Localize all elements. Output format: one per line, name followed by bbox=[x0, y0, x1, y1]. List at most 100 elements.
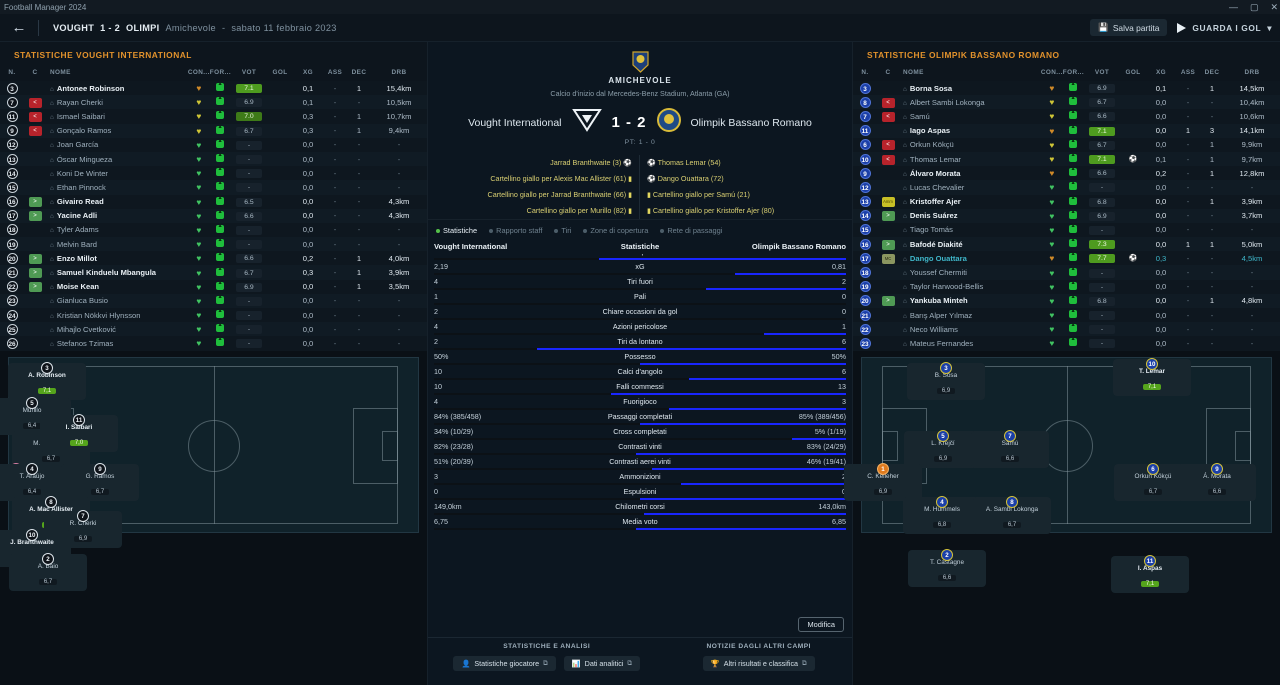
player-name-cell[interactable]: ⌂ Enzo Millot bbox=[50, 253, 97, 263]
match-event[interactable]: ▮ Cartellino giallo per Kristoffer Ajer … bbox=[647, 203, 852, 219]
player-name-cell[interactable]: ⌂ Dango Ouattara bbox=[903, 253, 967, 263]
right-formation-pitch[interactable]: 3 B. Sosa 6,9 10 T. Lemar 7,1 5 L. Krejčí 6,9 7 Sa… bbox=[844, 356, 1272, 593]
table-row[interactable]: 21> ⌂Samuel Kinduelu Mbangula ♥ 6.7 0,3 - 1 3,9… bbox=[0, 265, 427, 280]
watch-goals-button[interactable]: GUARDA I GOL ▾ bbox=[1177, 22, 1272, 33]
col-ass[interactable]: ASS bbox=[323, 66, 347, 81]
pitch-player[interactable]: 9 Á. Morata 6,6 bbox=[1178, 462, 1256, 501]
player-name-cell[interactable]: ⌂ Youssef Chermiti bbox=[903, 268, 967, 278]
player-name-cell[interactable]: ⌂ Lucas Chevalier bbox=[903, 182, 965, 192]
pitch-player[interactable]: 9 G. Ramos 6,7 bbox=[61, 462, 139, 501]
col-dec[interactable]: DEC bbox=[347, 66, 371, 81]
player-name-cell[interactable]: ⌂ Moise Kean bbox=[50, 282, 100, 292]
back-button[interactable]: ← bbox=[11, 19, 27, 36]
pitch-player[interactable]: 11 I. Aspas 7,1 bbox=[1111, 554, 1189, 593]
match-event[interactable]: Cartellino giallo per Alexis Mac Alliste… bbox=[428, 171, 632, 187]
other-results-button[interactable]: 🏆 Altri risultati e classifica ⧉ bbox=[702, 656, 815, 671]
event-text[interactable]: Cartellino giallo per Alexis Mac Alliste… bbox=[490, 174, 627, 183]
player-stats-button[interactable]: 👤 Statistiche giocatore ⧉ bbox=[453, 656, 556, 671]
player-name-cell[interactable]: ⌂ Joan García bbox=[50, 140, 99, 150]
match-event[interactable]: Cartellino giallo per Murillo (82) ▮ bbox=[428, 203, 632, 219]
table-row[interactable]: 14> ⌂Denis Suárez ♥ 6.9 0,0 - - 3,7km bbox=[853, 208, 1280, 223]
event-text[interactable]: Dango Ouattara (72) bbox=[657, 174, 724, 183]
col-num[interactable]: N. bbox=[0, 66, 24, 81]
table-row[interactable]: 20> ⌂Enzo Millot ♥ 6.6 0,2 - 1 4,0km bbox=[0, 251, 427, 266]
window-controls[interactable]: — ▢ ✕ bbox=[1229, 0, 1278, 14]
breadcrumb-home-team[interactable]: VOUGHT bbox=[53, 22, 95, 33]
player-name-cell[interactable]: ⌂ Tiago Tomás bbox=[903, 225, 953, 235]
col-con[interactable]: CON... bbox=[187, 66, 210, 81]
col-drb[interactable]: DRB bbox=[1224, 66, 1280, 81]
event-text[interactable]: Cartellino giallo per Murillo (82) bbox=[526, 206, 627, 215]
player-name-cell[interactable]: ⌂ Antonee Robinson bbox=[50, 83, 125, 93]
player-name-cell[interactable]: ⌂ Taylor Harwood-Bellis bbox=[903, 282, 984, 292]
table-row[interactable]: 9 ⌂Álvaro Morata ♥ 6.6 0,2 - 1 12,8km bbox=[853, 166, 1280, 181]
pitch-player[interactable]: 5 L. Krejčí 6,9 bbox=[904, 429, 982, 468]
player-name-cell[interactable]: ⌂ Ethan Pinnock bbox=[50, 182, 106, 192]
table-row[interactable]: 25 ⌂Mihajlo Cvetković ♥ - 0,0 - - - bbox=[0, 322, 427, 337]
table-row[interactable]: 8< ⌂Albert Sambi Lokonga ♥ 6.7 0,0 - - 10,4km bbox=[853, 95, 1280, 110]
player-name-cell[interactable]: ⌂ Mihajlo Cvetković bbox=[50, 324, 116, 334]
pitch-player[interactable]: 7 Samú 6,6 bbox=[971, 429, 1049, 468]
pitch-player[interactable]: 2 A. Baio 6,7 bbox=[9, 552, 87, 591]
table-row[interactable]: 10< ⌂Thomas Lemar ♥ 7.1 ⚽ 0,1 - 1 9,7km bbox=[853, 151, 1280, 167]
close-icon[interactable]: ✕ bbox=[1270, 1, 1278, 12]
edit-button[interactable]: Modifica bbox=[798, 617, 844, 632]
table-row[interactable]: 23 ⌂Mateus Fernandes ♥ - 0,0 - - - bbox=[853, 336, 1280, 351]
event-text[interactable]: Cartellino giallo per Samú (21) bbox=[652, 190, 750, 199]
table-row[interactable]: 16> ⌂Bafodé Diakité ♥ 7.3 0,0 1 1 5,0km bbox=[853, 237, 1280, 252]
table-row[interactable]: 9< ⌂Gonçalo Ramos ♥ 6.7 0,3 - 1 9,4km bbox=[0, 123, 427, 138]
tab-rapporto-staff[interactable]: Rapporto staff bbox=[489, 226, 542, 235]
col-vot[interactable]: VOT bbox=[231, 66, 267, 81]
table-row[interactable]: 16> ⌂Givairo Read ♥ 6.5 0,0 - - 4,3km bbox=[0, 194, 427, 209]
table-row[interactable]: 17> ⌂Yacine Adli ♥ 6.6 0,0 - - 4,3km bbox=[0, 208, 427, 223]
match-event[interactable]: Cartellino giallo per Jarrad Branthwaite… bbox=[428, 187, 633, 203]
player-name-cell[interactable]: ⌂ Samú bbox=[903, 111, 930, 121]
col-c[interactable]: C bbox=[877, 66, 899, 81]
tab-statistiche[interactable]: Statistiche bbox=[436, 226, 477, 235]
table-row[interactable]: 6< ⌂Orkun Kökçü ♥ 6.7 0,0 - 1 9,9km bbox=[853, 137, 1280, 152]
pitch-player[interactable]: 1 C. Kelleher 6,9 bbox=[844, 462, 922, 501]
table-row[interactable]: 12 ⌂Joan García ♥ - 0,0 - - - bbox=[0, 137, 427, 152]
player-name-cell[interactable]: ⌂ Albert Sambi Lokonga bbox=[903, 97, 985, 107]
table-row[interactable]: 3 ⌂Antonee Robinson ♥ 7.1 0,1 - 1 15,4km bbox=[0, 81, 427, 96]
player-name-cell[interactable]: ⌂ Samuel Kinduelu Mbangula bbox=[50, 268, 157, 278]
table-row[interactable]: 24 ⌂Kristian Nökkvi Hlynsson ♥ - 0,0 - - - bbox=[0, 308, 427, 323]
table-row[interactable]: 7< ⌂Samú ♥ 6.6 0,0 - - 10,6km bbox=[853, 109, 1280, 124]
table-row[interactable]: 7< ⌂Rayan Cherki ♥ 6.9 0,1 - - 10,5km bbox=[0, 95, 427, 110]
pitch-player[interactable]: 3 B. Sosa 6,9 bbox=[907, 361, 985, 400]
table-row[interactable]: 3 ⌂Borna Sosa ♥ 6.9 0,1 - 1 14,5km bbox=[853, 81, 1280, 96]
col-vot[interactable]: VOT bbox=[1084, 66, 1120, 81]
col-con[interactable]: CON... bbox=[1040, 66, 1063, 81]
player-name-cell[interactable]: ⌂ Gonçalo Ramos bbox=[50, 126, 112, 136]
match-event[interactable]: Jarrad Branthwaite (3) ⚽ bbox=[428, 155, 632, 171]
pitch-player[interactable]: 2 T. Castagne 6,6 bbox=[908, 548, 986, 587]
col-num[interactable]: N. bbox=[853, 66, 877, 81]
table-row[interactable]: 22> ⌂Moise Kean ♥ 6.9 0,0 - 1 3,5km bbox=[0, 279, 427, 294]
col-c[interactable]: C bbox=[24, 66, 46, 81]
pitch-player[interactable]: 11 I. Saibari 7,0 bbox=[40, 413, 118, 452]
analytics-button[interactable]: 📊 Dati analitici ⧉ bbox=[563, 656, 640, 671]
col-name[interactable]: NOME bbox=[899, 66, 1041, 81]
player-name-cell[interactable]: ⌂ Rayan Cherki bbox=[50, 97, 103, 107]
table-row[interactable]: 19 ⌂Taylor Harwood-Bellis ♥ - 0,0 - - - bbox=[853, 279, 1280, 294]
player-name-cell[interactable]: ⌂ Gianluca Busio bbox=[50, 296, 108, 306]
table-row[interactable]: 11< ⌂Ismael Saibari ♥ 7.0 0,3 - 1 10,7km bbox=[0, 109, 427, 124]
player-name-cell[interactable]: ⌂ Melvin Bard bbox=[50, 239, 97, 249]
player-name-cell[interactable]: ⌂ Thomas Lemar bbox=[903, 154, 961, 164]
table-row[interactable]: 12 ⌂Lucas Chevalier ♥ - 0,0 - - - bbox=[853, 180, 1280, 195]
tab-tiri[interactable]: Tiri bbox=[554, 226, 571, 235]
table-row[interactable]: 11 ⌂Iago Aspas ♥ 7.1 0,0 1 3 14,1km bbox=[853, 123, 1280, 138]
maximize-icon[interactable]: ▢ bbox=[1249, 1, 1259, 12]
pitch-player[interactable]: 4 T. Araújo 6,4 bbox=[0, 462, 71, 501]
chevron-down-icon[interactable]: ▾ bbox=[1267, 22, 1272, 33]
match-event[interactable]: ▮ Cartellino giallo per Samú (21) bbox=[647, 187, 852, 203]
event-text[interactable]: Cartellino giallo per Kristoffer Ajer (8… bbox=[652, 206, 775, 215]
pitch-player[interactable]: 3 A. Robinson 7,1 bbox=[8, 361, 86, 400]
minimize-icon[interactable]: — bbox=[1228, 2, 1238, 12]
player-name-cell[interactable]: ⌂ Bafodé Diakité bbox=[903, 239, 963, 249]
player-name-cell[interactable]: ⌂ Kristoffer Ajer bbox=[903, 197, 961, 207]
match-event[interactable]: ⚽ Dango Ouattara (72) bbox=[647, 171, 852, 187]
table-row[interactable]: 14 ⌂Koni De Winter ♥ - 0,0 - - - bbox=[0, 166, 427, 181]
